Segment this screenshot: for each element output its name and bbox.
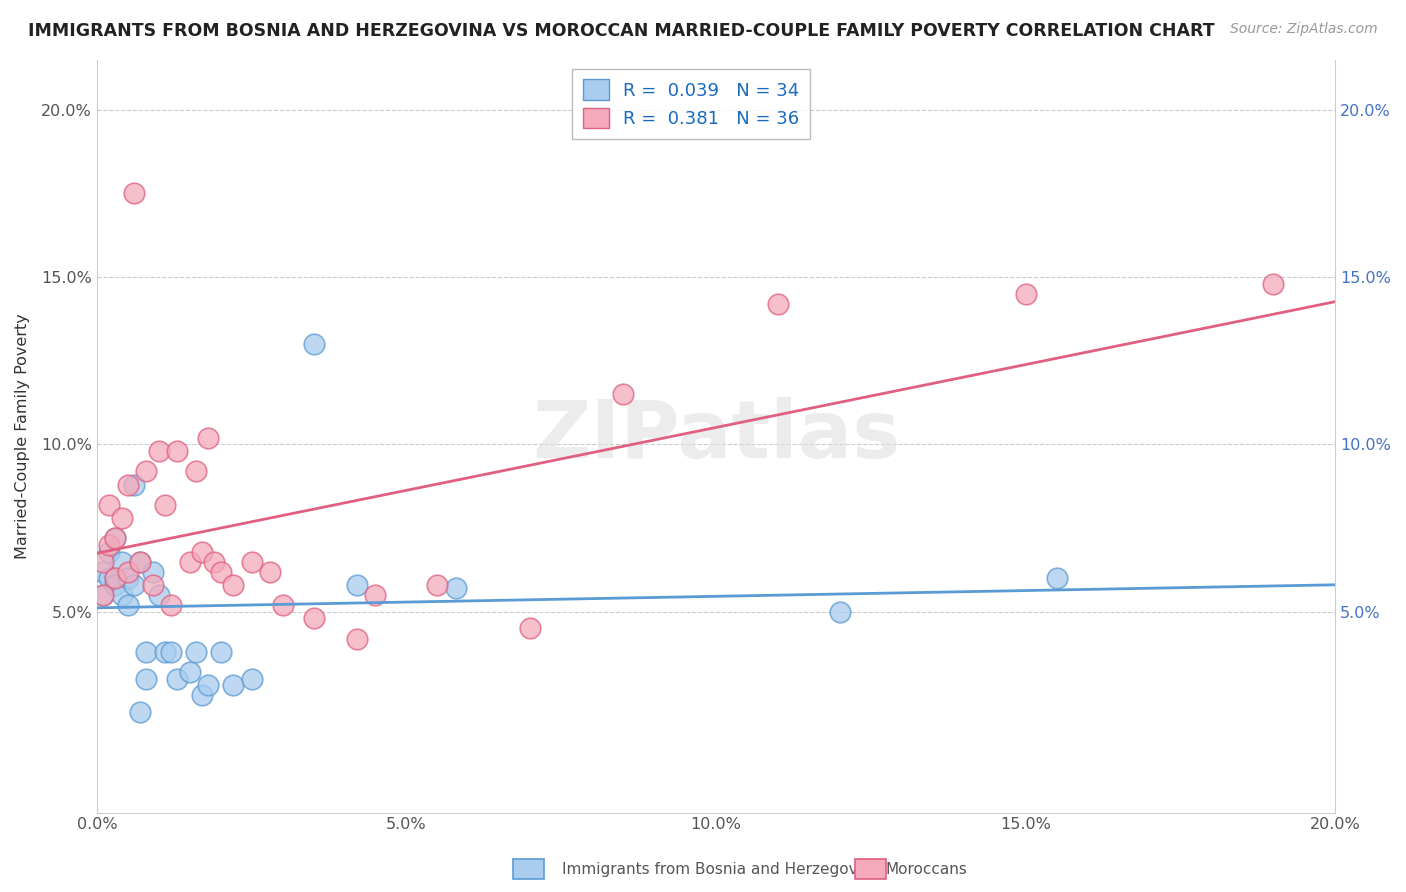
Text: Moroccans: Moroccans: [886, 863, 967, 877]
Point: [122, 477, 145, 491]
Point: [191, 689, 214, 703]
Point: [364, 588, 387, 602]
Point: [166, 444, 188, 458]
Point: [346, 578, 368, 592]
Point: [240, 555, 263, 569]
Text: Immigrants from Bosnia and Herzegovina: Immigrants from Bosnia and Herzegovina: [562, 863, 882, 877]
Point: [104, 531, 127, 545]
Point: [148, 444, 170, 458]
Point: [104, 578, 127, 592]
Point: [135, 464, 157, 478]
Point: [612, 387, 634, 401]
Point: [1014, 286, 1036, 301]
Point: [1046, 571, 1069, 585]
Y-axis label: Married-Couple Family Poverty: Married-Couple Family Poverty: [15, 313, 30, 559]
Point: [104, 571, 127, 585]
Point: [129, 555, 152, 569]
Point: [184, 464, 207, 478]
Point: [117, 477, 139, 491]
Point: [153, 645, 176, 659]
Point: [197, 431, 219, 445]
Legend: R =  0.039   N = 34, R =  0.381   N = 36: R = 0.039 N = 34, R = 0.381 N = 36: [572, 69, 810, 139]
Point: [117, 565, 139, 579]
Point: [302, 337, 325, 351]
Point: [142, 578, 165, 592]
Point: [197, 678, 219, 692]
Point: [135, 645, 157, 659]
Point: [426, 578, 449, 592]
Point: [91, 588, 114, 602]
Point: [135, 672, 157, 686]
Point: [122, 186, 145, 201]
Point: [110, 511, 132, 525]
Point: [271, 598, 294, 612]
Point: [110, 588, 132, 602]
Point: [160, 645, 183, 659]
Point: [142, 565, 165, 579]
Point: [766, 297, 789, 311]
Point: [179, 665, 201, 679]
Text: Source: ZipAtlas.com: Source: ZipAtlas.com: [1230, 22, 1378, 37]
Point: [129, 555, 152, 569]
Point: [191, 544, 214, 558]
Text: ZIPatlas: ZIPatlas: [531, 397, 900, 475]
Point: [828, 605, 851, 619]
Point: [129, 705, 152, 719]
Point: [91, 565, 114, 579]
Point: [104, 571, 127, 585]
Point: [122, 578, 145, 592]
Point: [98, 538, 121, 552]
Point: [110, 555, 132, 569]
Point: [160, 598, 183, 612]
Point: [444, 582, 467, 596]
Point: [104, 531, 127, 545]
Point: [346, 632, 368, 646]
Point: [184, 645, 207, 659]
Point: [222, 678, 245, 692]
Point: [259, 565, 281, 579]
Point: [302, 611, 325, 625]
Point: [1263, 277, 1285, 291]
Point: [91, 555, 114, 569]
Point: [98, 544, 121, 558]
Point: [153, 498, 176, 512]
Point: [209, 565, 232, 579]
Point: [519, 622, 541, 636]
Point: [240, 672, 263, 686]
Point: [98, 571, 121, 585]
Point: [209, 645, 232, 659]
Point: [117, 571, 139, 585]
Text: IMMIGRANTS FROM BOSNIA AND HERZEGOVINA VS MOROCCAN MARRIED-COUPLE FAMILY POVERTY: IMMIGRANTS FROM BOSNIA AND HERZEGOVINA V…: [28, 22, 1215, 40]
Point: [222, 578, 245, 592]
Point: [98, 498, 121, 512]
Point: [166, 672, 188, 686]
Point: [204, 555, 226, 569]
Point: [148, 588, 170, 602]
Point: [179, 555, 201, 569]
Point: [91, 588, 114, 602]
Point: [117, 598, 139, 612]
